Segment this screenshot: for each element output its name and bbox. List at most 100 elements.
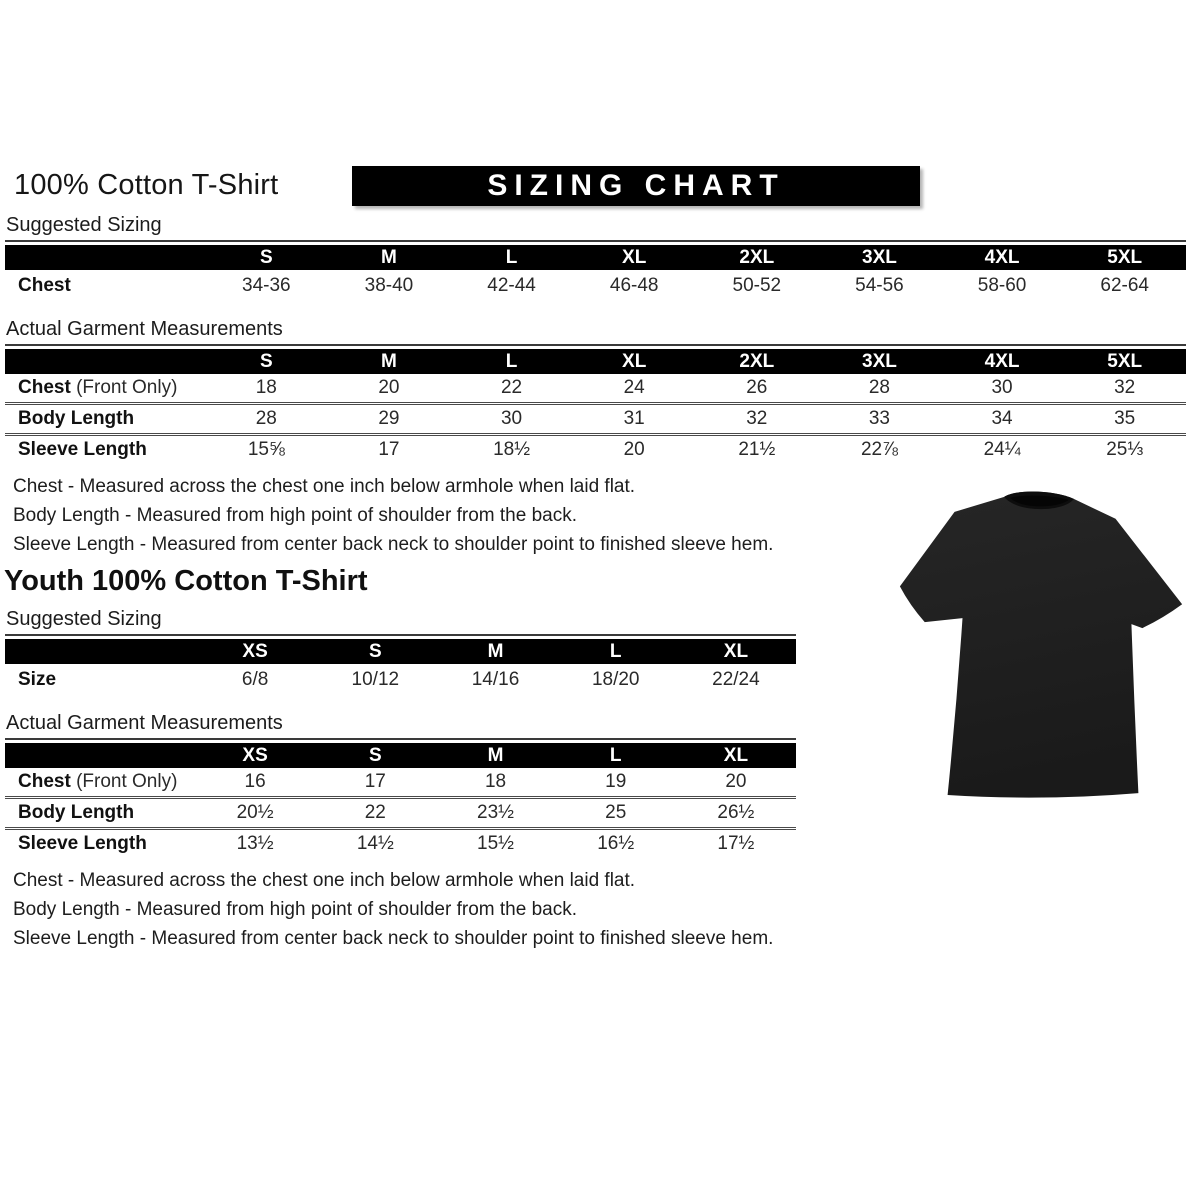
table-cell: 32 xyxy=(746,408,768,429)
adult-suggested-section: Suggested Sizing S M L XL 2XL 3XL 4XL 5XL Chest 3… xyxy=(5,214,1186,302)
table-cell: 18 xyxy=(484,771,507,792)
table-row: Sleeve Length 15⅝ 17 18½ 20 21½ 22⅞ 24¼ 25⅓ xyxy=(5,433,1186,464)
table-cell: 24¼ xyxy=(983,439,1021,460)
table-cell: 26 xyxy=(746,377,768,398)
table-cell: 22 xyxy=(500,377,523,398)
table-cell: 18½ xyxy=(493,439,531,460)
table-header-bar: S M L XL 2XL 3XL 4XL 5XL xyxy=(5,349,1186,374)
table-cell: 17 xyxy=(364,771,386,792)
column-header: M xyxy=(381,351,397,372)
column-header: 3XL xyxy=(862,351,897,372)
table-row: Chest 34-36 38-40 42-44 46-48 50-52 54-56 58-60… xyxy=(5,270,1186,302)
table-cell: 21½ xyxy=(738,439,776,460)
column-header: XL xyxy=(622,351,647,372)
table-cell: 28 xyxy=(868,377,890,398)
table-cell: 50-52 xyxy=(732,275,782,296)
section-label-suggested-sizing-youth: Suggested Sizing xyxy=(5,608,796,636)
row-label: Body Length xyxy=(18,408,135,429)
column-header: 5XL xyxy=(1107,351,1143,372)
table-cell: 58-60 xyxy=(977,275,1027,296)
adult-garment-section: Actual Garment Measurements S M L XL 2XL 3XL 4… xyxy=(5,318,1186,464)
youth-garment-table: XS S M L XL Chest (Front Only) 16 17 18 19 20 Body … xyxy=(5,743,796,858)
column-header: S xyxy=(368,745,382,766)
column-header: M xyxy=(381,247,397,268)
table-cell: 20½ xyxy=(236,802,274,823)
table-cell: 20 xyxy=(623,439,645,460)
row-label: Size xyxy=(18,669,57,690)
adult-suggested-table: S M L XL 2XL 3XL 4XL 5XL Chest 34-36 38-40 42-44 46-… xyxy=(5,245,1186,302)
row-label: Sleeve Length xyxy=(18,833,147,854)
section-label-garment-measurements: Actual Garment Measurements xyxy=(5,318,1186,346)
table-cell: 6/8 xyxy=(241,669,269,690)
row-label: Chest (Front Only) xyxy=(18,377,178,398)
table-cell: 35 xyxy=(1114,408,1136,429)
table-cell: 14/16 xyxy=(471,669,520,690)
table-cell: 17½ xyxy=(717,833,755,854)
table-cell: 62-64 xyxy=(1100,275,1149,296)
table-cell: 23½ xyxy=(477,802,514,823)
column-header: XL xyxy=(622,247,647,268)
column-header: 5XL xyxy=(1107,247,1143,268)
page-title: 100% Cotton T-Shirt xyxy=(14,169,279,201)
note-chest: Chest - Measured across the chest one in… xyxy=(13,476,636,497)
column-header: XL xyxy=(723,745,749,766)
table-header-bar: XS S M L XL xyxy=(5,743,796,768)
column-header: 3XL xyxy=(862,247,897,268)
adult-notes: Chest - Measured across the chest one in… xyxy=(13,472,1200,559)
youth-suggested-section: Suggested Sizing XS S M L XL Size 6/8 10/12 14/1… xyxy=(5,608,796,696)
note-sleeve-length: Sleeve Length - Measured from center bac… xyxy=(13,928,774,949)
column-header: L xyxy=(505,247,518,268)
table-cell: 25 xyxy=(605,802,627,823)
table-row: Body Length 20½ 22 23½ 25 26½ xyxy=(5,796,796,827)
table-cell: 34-36 xyxy=(242,275,291,296)
column-header: M xyxy=(487,641,504,662)
section-label-garment-measurements-youth: Actual Garment Measurements xyxy=(5,712,796,740)
table-cell: 54-56 xyxy=(855,275,904,296)
table-cell: 19 xyxy=(605,771,627,792)
black-tshirt-image xyxy=(899,491,1183,798)
table-cell: 18/20 xyxy=(591,669,640,690)
table-cell: 18 xyxy=(255,377,277,398)
table-cell: 15½ xyxy=(477,833,514,854)
table-cell: 22/24 xyxy=(712,669,760,690)
youth-suggested-table: XS S M L XL Size 6/8 10/12 14/16 18/20 22/24 xyxy=(5,639,796,696)
table-cell: 33 xyxy=(868,408,890,429)
table-row: Body Length 28 29 30 31 32 33 34 35 xyxy=(5,402,1186,433)
table-cell: 22 xyxy=(364,802,386,823)
column-header: S xyxy=(368,641,382,662)
table-header-bar: S M L XL 2XL 3XL 4XL 5XL xyxy=(5,245,1186,270)
column-header: XS xyxy=(242,745,268,766)
table-cell: 20 xyxy=(378,377,400,398)
column-header: S xyxy=(259,351,273,372)
tshirt-collar-inner xyxy=(1010,495,1069,507)
table-row: Chest (Front Only) 18 20 22 24 26 28 30 32 xyxy=(5,374,1186,402)
table-cell: 14½ xyxy=(356,833,394,854)
row-label: Body Length xyxy=(18,802,135,823)
table-cell: 38-40 xyxy=(364,275,414,296)
column-header: 4XL xyxy=(984,351,1020,372)
column-header: S xyxy=(259,247,273,268)
column-header: L xyxy=(609,641,622,662)
youth-notes: Chest - Measured across the chest one in… xyxy=(13,866,1200,953)
youth-garment-section: Actual Garment Measurements XS S M L XL Chest… xyxy=(5,712,796,858)
table-cell: 26½ xyxy=(717,802,755,823)
table-header-bar: XS S M L XL xyxy=(5,639,796,664)
table-cell: 15⅝ xyxy=(247,439,285,460)
header-row: 100% Cotton T-Shirt SIZING CHART xyxy=(0,166,1200,208)
note-sleeve-length: Sleeve Length - Measured from center bac… xyxy=(13,534,774,555)
note-body-length: Body Length - Measured from high point o… xyxy=(13,899,577,920)
row-label: Chest (Front Only) xyxy=(18,771,178,792)
note-chest: Chest - Measured across the chest one in… xyxy=(13,870,636,891)
column-header: L xyxy=(505,351,518,372)
table-cell: 28 xyxy=(255,408,277,429)
table-cell: 42-44 xyxy=(487,275,536,296)
table-cell: 25⅓ xyxy=(1106,439,1144,460)
table-cell: 10/12 xyxy=(351,669,400,690)
table-cell: 17 xyxy=(378,439,400,460)
column-header: 2XL xyxy=(739,351,775,372)
table-cell: 16 xyxy=(244,771,266,792)
table-row: Chest (Front Only) 16 17 18 19 20 xyxy=(5,768,796,796)
adult-garment-table: S M L XL 2XL 3XL 4XL 5XL Chest (Front Only) 18 20 2… xyxy=(5,349,1186,464)
row-label: Sleeve Length xyxy=(18,439,147,460)
